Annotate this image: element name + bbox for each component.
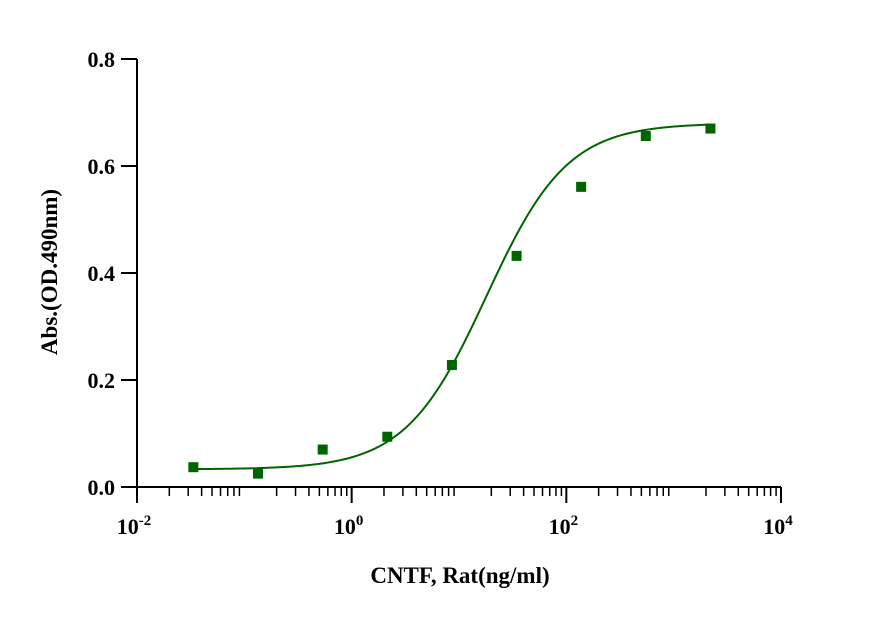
y-tick-label: 0.2 [88,368,116,393]
data-point [576,181,587,192]
y-tick-label: 0.4 [88,261,116,286]
data-point [640,131,651,142]
x-tick-label: 104 [763,513,793,539]
fit-curve-group [193,123,711,471]
y-axis-label: Abs.(OD.490nm) [37,189,62,355]
data-point [382,431,393,442]
x-tick-label: 10-2 [117,513,152,539]
data-point [511,250,522,261]
data-point [252,468,263,479]
x-tick-label: 102 [549,513,579,539]
data-points [188,123,716,479]
x-axis-label: CNTF, Rat(ng/ml) [370,563,549,588]
x-tick-label: 100 [334,513,364,539]
data-point [317,444,328,455]
y-tick-label: 0.6 [88,154,116,179]
y-tick-label: 0.8 [88,47,116,72]
data-point [188,462,199,473]
fit-curve [193,123,711,471]
y-tick-label: 0.0 [88,475,116,500]
data-point [705,123,716,134]
axes: 0.0 0.2 0.4 0.6 0.8 10-2 100 102 104 [88,47,794,539]
data-point [446,360,457,371]
